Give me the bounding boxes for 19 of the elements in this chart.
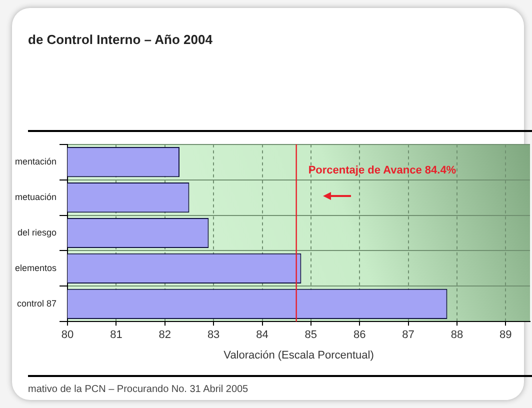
y-tick-label: mentación	[14, 156, 57, 167]
y-tick-label: control 87	[16, 298, 57, 308]
x-tick-label: 81	[110, 329, 122, 342]
y-tick-label: elementos	[14, 262, 58, 273]
x-tick-label: 82	[158, 329, 172, 342]
x-tick-label: 85	[304, 329, 318, 342]
x-tick-label: 84	[256, 329, 268, 342]
text: mativo de la PCN – Procurando No. 31 Abril 2005	[28, 384, 248, 395]
x-tick-label: 80	[61, 329, 74, 342]
chart-title: de Control Interno – Año 2004	[28, 32, 212, 47]
x-tick-label: 86	[353, 329, 366, 342]
x-tick-label: 83	[207, 329, 220, 342]
x-axis-title: Valoración (Escala Porcentual)	[224, 349, 374, 362]
ref-line-label: Porcentaje de Avance 84.4%	[308, 164, 456, 176]
x-tick-label: 89	[500, 329, 512, 342]
y-tick-label: del riesgo	[17, 227, 57, 238]
x-tick-label: 88	[450, 329, 464, 342]
x-tick-label: 87	[402, 329, 414, 342]
y-tick-label: metuación	[14, 192, 57, 202]
